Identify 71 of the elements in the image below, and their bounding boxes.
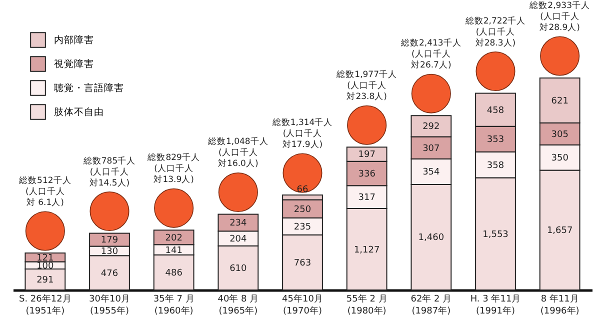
x-tick-label: 35年 7 月 (1960年) xyxy=(153,294,194,316)
annotation: 対23.8人) xyxy=(346,91,387,102)
data-label: 1,460 xyxy=(418,233,444,244)
annotation: (人口千人 xyxy=(154,163,194,174)
text: (人口千人 xyxy=(540,11,580,22)
legend-label: 聴覚・言語障害 xyxy=(54,82,124,94)
x-tick-label: 62年 2 月 (1987年) xyxy=(410,294,452,316)
annotation: (人口千人 xyxy=(90,166,130,178)
annotation: 総数1,314千人 xyxy=(271,117,333,128)
x-tick-label: S. 26年12月 (1951年) xyxy=(18,294,72,316)
data-label: 610 xyxy=(230,264,248,274)
data-label: 317 xyxy=(358,193,376,204)
data-label: 292 xyxy=(422,122,440,132)
annotation: 総数1,977千人 xyxy=(336,69,398,80)
annotation: 対 6.1人) xyxy=(26,196,64,208)
data-label: 197 xyxy=(358,150,376,160)
x-tick-label: 8 年11月 (1996年) xyxy=(540,294,580,316)
data-label: 1,127 xyxy=(354,245,380,256)
annotation: (人口千人 xyxy=(26,186,65,197)
legend-label: 肢体不自由 xyxy=(54,106,104,118)
data-label: 291 xyxy=(36,275,54,286)
text: 対28.3人) xyxy=(475,37,516,48)
x-tick-label: 30年10月 (1955年) xyxy=(89,294,130,316)
data-label: 621 xyxy=(551,96,568,106)
data-label: 1,657 xyxy=(546,226,573,236)
data-label: 234 xyxy=(230,218,248,229)
annotation: (人口千人 xyxy=(218,147,258,158)
annotation: 総数512千人 xyxy=(18,174,72,186)
data-label: 350 xyxy=(551,154,569,164)
text: 対28.9人) xyxy=(540,22,580,33)
data-label: 1,553 xyxy=(482,230,508,240)
text: (人口千人 xyxy=(476,26,516,38)
data-label: 354 xyxy=(422,168,440,178)
text: 総数2,722千人 xyxy=(464,15,526,26)
data-label: 235 xyxy=(294,222,312,232)
annotation: 対14.5人) xyxy=(89,177,130,188)
annotation: 対16.0人) xyxy=(218,158,258,170)
annotation: 総数1,048千人 xyxy=(206,136,268,148)
legend-label: 視覚障害 xyxy=(54,58,94,70)
data-label: 358 xyxy=(486,160,504,171)
text: 対26.7人) xyxy=(411,60,452,71)
annotation: 総数785千人 xyxy=(82,155,136,166)
data-label: 202 xyxy=(165,233,182,244)
annotation: 総数829千人 xyxy=(146,152,200,164)
x-tick-label: 40年 8 月 (1965年) xyxy=(218,294,259,316)
x-tick-label: H. 3 年11月 (1991年) xyxy=(470,294,521,316)
text: 総数2,413千人 xyxy=(400,38,462,49)
data-label: 141 xyxy=(165,246,182,256)
data-label: 100 xyxy=(36,261,54,272)
annotation: 対13.9人) xyxy=(154,174,194,186)
annotation: (人口千人 xyxy=(282,128,322,140)
data-label: 305 xyxy=(551,130,568,140)
data-label: 486 xyxy=(165,268,183,278)
data-label: 121 xyxy=(36,253,54,264)
data-label: 204 xyxy=(230,234,248,245)
data-label: 763 xyxy=(294,258,312,268)
x-tick-label: 55年 2 月 (1980年) xyxy=(346,294,388,316)
data-label: 336 xyxy=(358,169,376,180)
data-label: 476 xyxy=(100,268,118,279)
annotation: 対17.9人) xyxy=(282,139,323,150)
text: (人口千人 xyxy=(412,48,451,60)
data-label: 250 xyxy=(294,204,312,215)
data-label: 179 xyxy=(100,236,118,246)
data-label: 130 xyxy=(100,246,118,257)
data-label: 353 xyxy=(486,135,504,146)
annotation: (人口千人 xyxy=(347,80,386,92)
legend-label: 内部障害 xyxy=(54,34,94,46)
data-label: 307 xyxy=(422,144,440,154)
x-tick-label: 45年10月 (1970年) xyxy=(282,294,323,316)
text: 総数2,933千人 xyxy=(528,0,590,11)
data-label: 458 xyxy=(486,106,504,116)
